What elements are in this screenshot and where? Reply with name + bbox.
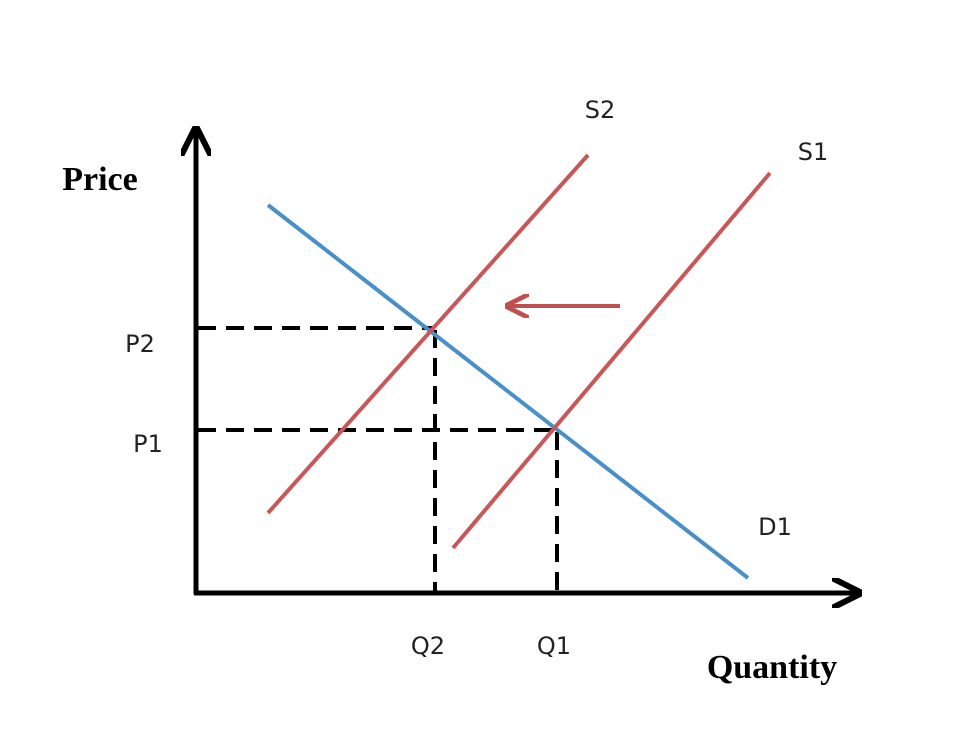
price-label: P2 xyxy=(125,330,155,358)
quantity-label: Q2 xyxy=(411,632,445,660)
demand-curve xyxy=(266,203,750,580)
supply-curve-s2 xyxy=(266,153,590,515)
price-label: P1 xyxy=(133,430,163,458)
y-axis-title: Price xyxy=(62,161,138,198)
quantity-label: Q1 xyxy=(537,632,571,660)
supply-curve-s1 xyxy=(451,171,772,550)
guides xyxy=(198,326,559,592)
curve-label: S1 xyxy=(798,138,829,166)
curve-label: S2 xyxy=(585,96,616,124)
x-axis-title: Quantity xyxy=(707,649,837,686)
curve-label: D1 xyxy=(758,513,792,541)
